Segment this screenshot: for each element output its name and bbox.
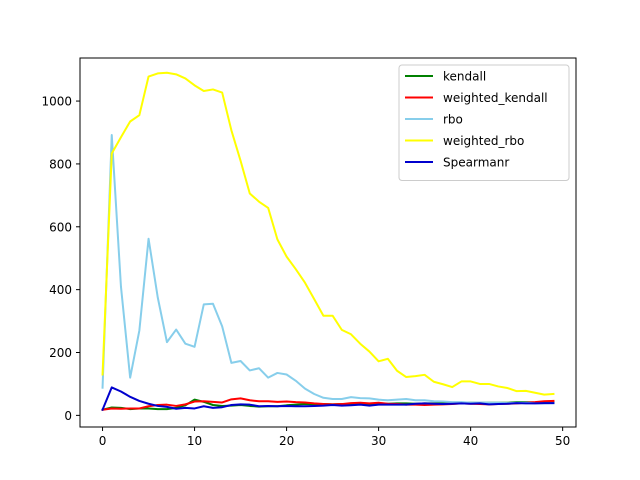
x-tick-label: 0: [99, 434, 107, 448]
series-layer: [101, 71, 555, 412]
series-line-spearmanr: [101, 386, 555, 412]
axes-layer: 0 10 20 30 40 50 0 200 400 600 800 1000: [41, 57, 577, 448]
x-tick-label: 10: [187, 434, 202, 448]
x-tick-label: 20: [279, 434, 294, 448]
legend-label-weighted-rbo: weighted_rbo: [443, 134, 524, 148]
legend-box: [398, 64, 570, 181]
y-tick-label: 200: [49, 346, 72, 360]
x-tick-label: 50: [555, 434, 570, 448]
legend-label-spearmanr: Spearmanr: [443, 156, 509, 170]
legend-label-weighted-kendall: weighted_kendall: [443, 91, 548, 105]
x-tick-label: 30: [371, 434, 386, 448]
x-tick-label: 40: [463, 434, 478, 448]
plot-frame: [79, 57, 577, 428]
legend-label-kendall: kendall: [443, 70, 486, 84]
y-tick-label: 0: [64, 409, 72, 423]
y-tick-label: 400: [49, 283, 72, 297]
y-tick-label: 600: [49, 220, 72, 234]
legend-label-rbo: rbo: [443, 113, 463, 127]
series-line-weighted-rbo: [101, 71, 555, 396]
y-tick-label: 800: [49, 157, 72, 171]
y-tick-label: 1000: [41, 95, 72, 109]
